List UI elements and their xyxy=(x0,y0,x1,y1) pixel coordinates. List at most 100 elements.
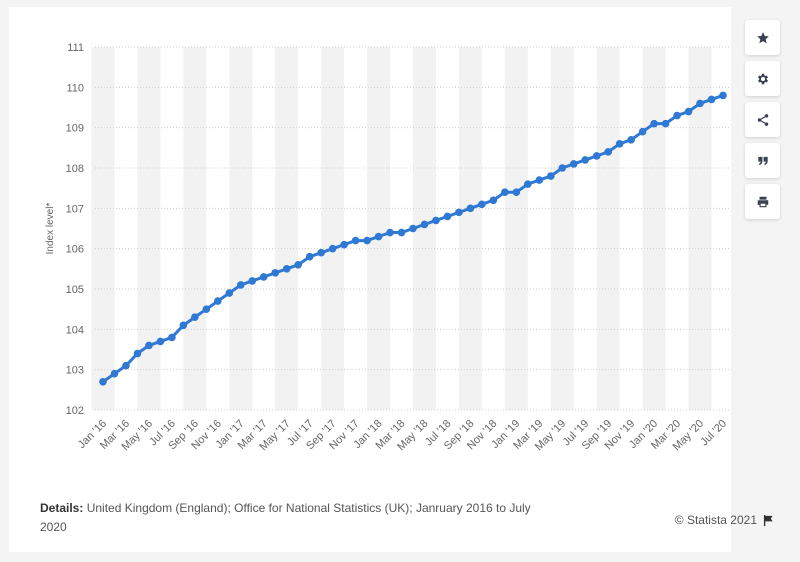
data-point xyxy=(627,135,635,144)
data-point xyxy=(282,265,291,273)
data-point xyxy=(99,377,107,386)
data-point xyxy=(684,107,693,116)
data-point xyxy=(271,269,280,277)
data-point xyxy=(236,281,245,289)
data-point xyxy=(661,119,670,128)
details-label: Details: xyxy=(40,501,84,515)
background-band xyxy=(137,47,161,410)
background-band xyxy=(458,47,482,410)
y-tick-label: 105 xyxy=(66,284,84,296)
y-tick-label: 106 xyxy=(66,244,84,256)
settings-button[interactable] xyxy=(745,61,780,96)
data-point xyxy=(214,297,222,305)
background-band xyxy=(642,47,666,410)
data-point xyxy=(168,333,176,342)
print-button[interactable] xyxy=(745,184,780,219)
share-icon xyxy=(757,113,768,126)
data-point xyxy=(259,273,268,281)
data-point xyxy=(122,361,130,370)
chart-card: 102 103 104 105 106 107 108 109 110 111 Index leve… xyxy=(9,7,731,552)
data-point xyxy=(305,252,314,261)
y-tick-label: 108 xyxy=(66,163,84,175)
data-point xyxy=(351,236,360,245)
data-point xyxy=(592,152,601,160)
background-band xyxy=(596,47,620,410)
y-tick-label: 110 xyxy=(66,82,84,94)
data-point xyxy=(478,200,486,209)
background-band xyxy=(275,47,299,410)
y-tick-label: 104 xyxy=(66,324,84,336)
background-band xyxy=(504,47,528,410)
data-point xyxy=(191,313,199,322)
data-point xyxy=(546,172,555,180)
data-point xyxy=(225,289,234,297)
data-point xyxy=(535,176,544,184)
data-point xyxy=(673,111,681,120)
line-chart: 102 103 104 105 106 107 108 109 110 111 Index leve… xyxy=(45,42,729,453)
data-point xyxy=(294,261,302,269)
background-band xyxy=(183,47,207,410)
share-button[interactable] xyxy=(745,102,780,137)
background-band xyxy=(688,47,712,410)
data-point xyxy=(145,341,153,350)
credit-text: © Statista 2021 xyxy=(674,513,757,527)
data-point xyxy=(409,224,417,233)
flag-icon xyxy=(763,514,773,526)
y-tick-label: 103 xyxy=(66,365,84,377)
data-point xyxy=(386,228,394,237)
background-band xyxy=(413,47,436,410)
y-tick-label: 107 xyxy=(66,203,84,215)
background-band xyxy=(550,47,574,410)
data-point xyxy=(650,119,658,128)
data-point xyxy=(638,127,647,136)
data-point xyxy=(317,248,325,257)
data-point xyxy=(110,369,119,378)
data-point xyxy=(707,95,716,104)
y-tick-label: 111 xyxy=(67,42,84,54)
data-point xyxy=(156,337,165,346)
gear-icon xyxy=(757,73,768,84)
print-icon xyxy=(757,196,768,207)
data-point xyxy=(489,196,498,205)
y-axis-title: Index level* xyxy=(45,203,56,255)
data-point xyxy=(696,99,704,108)
y-tick-label: 109 xyxy=(66,123,84,135)
data-point xyxy=(340,240,348,249)
data-point xyxy=(569,160,578,168)
data-point xyxy=(397,228,406,237)
data-point xyxy=(466,204,475,213)
data-point xyxy=(604,148,612,156)
data-point xyxy=(558,164,567,172)
data-point xyxy=(512,188,521,196)
data-point xyxy=(581,156,590,164)
x-tick-label: Jul '20 xyxy=(698,418,729,449)
cite-button[interactable] xyxy=(745,143,780,178)
data-point xyxy=(363,236,371,245)
data-point xyxy=(248,277,257,285)
background-band xyxy=(91,47,115,410)
statista-credit[interactable]: © Statista 2021 xyxy=(675,513,774,527)
details-source: United Kingdom (England); Office for Nat… xyxy=(40,501,531,534)
data-point xyxy=(524,180,532,188)
data-point xyxy=(615,140,624,148)
background-band xyxy=(229,47,253,410)
data-point xyxy=(501,188,509,196)
favorite-button[interactable] xyxy=(745,20,780,55)
details-text: Details: United Kingdom (England); Offic… xyxy=(40,499,560,537)
data-point xyxy=(133,349,142,358)
data-point xyxy=(420,220,429,229)
data-point xyxy=(455,208,463,217)
background-band xyxy=(367,47,391,410)
data-point xyxy=(374,232,383,241)
data-point xyxy=(443,212,452,221)
star-icon xyxy=(756,31,769,43)
data-point xyxy=(179,321,188,330)
chart-toolbar xyxy=(745,20,781,225)
data-point xyxy=(202,305,211,313)
quote-icon xyxy=(757,156,768,165)
data-point xyxy=(328,244,337,253)
data-point xyxy=(719,91,727,100)
y-tick-label: 102 xyxy=(66,405,84,417)
data-point xyxy=(432,216,440,225)
background-band xyxy=(321,47,345,410)
